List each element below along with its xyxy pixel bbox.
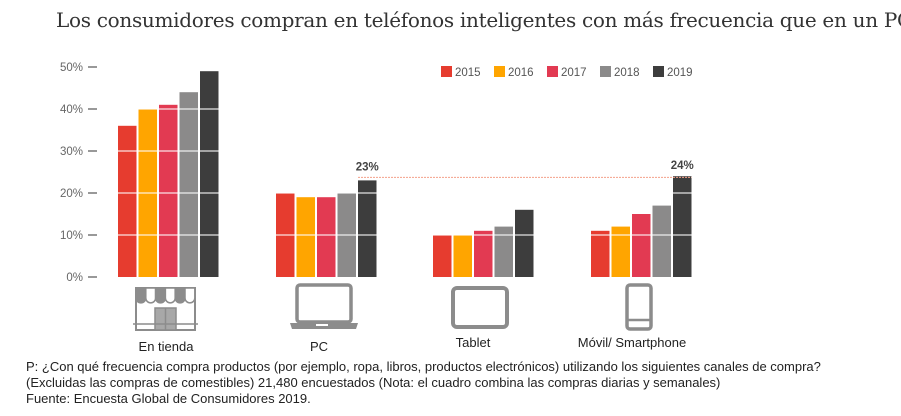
source-note: Fuente: Encuesta Global de Consumidores … xyxy=(26,391,311,406)
y-tick-label: 50% xyxy=(60,62,83,74)
data-label: 24% xyxy=(671,160,694,172)
survey-detail: (Excluidas las compras de comestibles) 2… xyxy=(26,375,721,390)
legend-label: 2015 xyxy=(455,67,481,79)
bar-2015 xyxy=(118,125,137,277)
legend-label: 2016 xyxy=(508,67,534,79)
bar-2015 xyxy=(433,235,452,277)
bar-2019 xyxy=(673,176,692,277)
bar-2019 xyxy=(515,209,534,277)
survey-question: P: ¿Con qué frecuencia compra productos … xyxy=(26,359,821,374)
legend-swatch-2018 xyxy=(600,66,611,77)
data-label: 23% xyxy=(356,161,379,173)
bar-2019 xyxy=(200,71,219,277)
bar-2017 xyxy=(474,230,493,277)
bar-2016 xyxy=(453,235,472,277)
category-label: Tablet xyxy=(456,335,491,350)
y-tick-label: 10% xyxy=(60,230,83,242)
legend-label: 2018 xyxy=(614,67,640,79)
bar-2018 xyxy=(494,226,513,277)
bar-2017 xyxy=(159,104,178,277)
bar-2016 xyxy=(611,226,630,277)
legend-swatch-2016 xyxy=(494,66,505,77)
legend-label: 2017 xyxy=(561,67,587,79)
bar-2019 xyxy=(358,180,377,277)
smartphone-icon xyxy=(625,283,653,331)
category-label: PC xyxy=(310,339,328,354)
y-tick-label: 40% xyxy=(60,104,83,116)
laptop-icon xyxy=(290,283,358,329)
category-label: En tienda xyxy=(139,339,195,354)
bar-2016 xyxy=(296,197,315,277)
bar-chart: 0% 10% 20% 30% 40% 50% 23% 24% 2015 2016 2017 2018 2… xyxy=(60,62,694,354)
tablet-icon xyxy=(451,286,509,329)
y-tick-label: 20% xyxy=(60,188,83,200)
legend-swatch-2019 xyxy=(653,66,664,77)
legend-swatch-2015 xyxy=(441,66,452,77)
bar-2018 xyxy=(179,92,198,277)
legend-label: 2019 xyxy=(667,67,693,79)
legend-swatch-2017 xyxy=(547,66,558,77)
y-tick-label: 0% xyxy=(66,272,83,284)
category-label: Móvil/ Smartphone xyxy=(578,335,686,350)
bar-2018 xyxy=(652,205,671,277)
bar-2015 xyxy=(591,230,610,277)
y-tick-label: 30% xyxy=(60,146,83,158)
bar-2017 xyxy=(632,214,651,277)
chart-title: Los consumidores compran en teléfonos in… xyxy=(56,8,901,32)
storefront-icon xyxy=(133,287,198,331)
chart-notes: P: ¿Con qué frecuencia compra productos … xyxy=(26,359,821,407)
bar-2017 xyxy=(317,197,336,277)
